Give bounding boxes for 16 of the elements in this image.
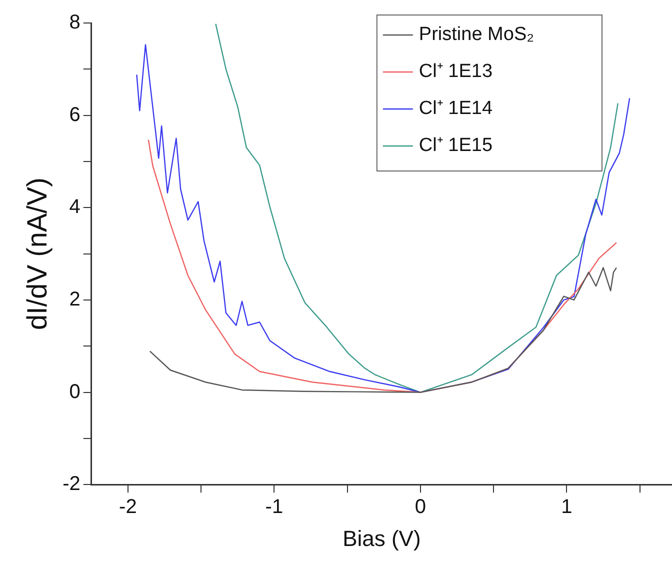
- y-axis-title: dI/dV (nA/V): [22, 178, 53, 330]
- legend-label: Pristine MoS₂: [418, 24, 534, 46]
- y-tick-label: 4: [69, 196, 80, 218]
- x-tick-label: -1: [265, 496, 284, 518]
- y-tick-label: 0: [69, 380, 80, 403]
- y-tick-label: 6: [69, 104, 80, 126]
- legend-label: Cl⁺ 1E13: [418, 61, 493, 82]
- x-axis-title: Bias (V): [342, 526, 421, 551]
- x-tick-label: -2: [119, 496, 137, 518]
- legend-label: Cl⁺ 1E14: [418, 98, 493, 120]
- x-tick-label: 0: [414, 496, 426, 518]
- legend-label: Cl⁺ 1E15: [418, 135, 493, 156]
- y-tick-label: -2: [62, 473, 80, 496]
- x-tick-label: 1: [561, 496, 572, 518]
- y-tick-label: 8: [69, 12, 80, 34]
- y-tick-label: 2: [69, 288, 80, 310]
